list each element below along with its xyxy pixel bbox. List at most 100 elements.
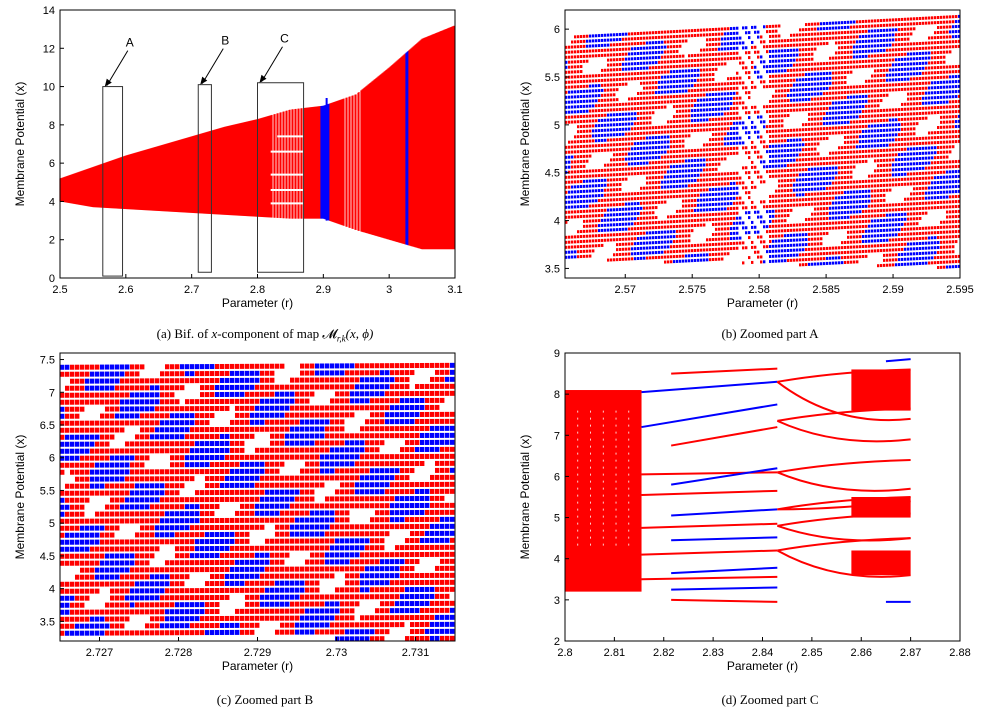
dot (865, 199, 868, 203)
dot (883, 78, 886, 82)
dot (592, 104, 595, 108)
dot (790, 203, 793, 207)
dot (784, 244, 787, 248)
dot (844, 240, 847, 244)
dot (601, 213, 604, 217)
dot (784, 89, 787, 93)
dot (823, 262, 826, 266)
dot (847, 45, 850, 49)
dot (571, 235, 574, 239)
dot (751, 180, 754, 184)
dot (808, 222, 811, 226)
dot (748, 131, 751, 135)
dot (736, 141, 739, 145)
dot (814, 112, 817, 116)
dot (775, 24, 778, 28)
dot (751, 135, 754, 139)
dot (868, 214, 871, 218)
dot (832, 121, 835, 125)
dot (655, 256, 658, 260)
dot (571, 120, 574, 124)
dot (628, 242, 631, 246)
dot (691, 224, 694, 228)
dot (817, 212, 820, 216)
dot (880, 199, 883, 203)
dot (874, 69, 877, 73)
dot (781, 229, 784, 233)
dot (664, 235, 667, 239)
dot (802, 68, 805, 72)
dot (598, 214, 601, 218)
y-tick-label: 8 (49, 120, 55, 132)
x-tick-label: 2.5 (52, 284, 67, 296)
dot (883, 213, 886, 217)
dot (763, 105, 766, 109)
dot (757, 220, 760, 224)
dot (811, 32, 814, 36)
dot (757, 245, 760, 249)
dot (754, 215, 757, 219)
dot (754, 255, 757, 259)
dot (805, 103, 808, 107)
dot (610, 43, 613, 47)
dot (598, 149, 601, 153)
dot (571, 85, 574, 89)
dot (751, 60, 754, 64)
dot (592, 44, 595, 48)
dot (793, 183, 796, 187)
dot (715, 157, 718, 161)
dot (868, 179, 871, 183)
dot (586, 79, 589, 83)
dot (781, 109, 784, 113)
dot (661, 145, 664, 149)
dot (625, 132, 628, 136)
dot (871, 99, 874, 103)
dot (763, 230, 766, 234)
dot (787, 204, 790, 208)
dot (676, 69, 679, 73)
dot (880, 154, 883, 158)
dot (862, 25, 865, 29)
dot (703, 123, 706, 127)
dot (691, 79, 694, 83)
dot (751, 50, 754, 54)
dot (853, 35, 856, 39)
dot (574, 95, 577, 99)
dot (745, 131, 748, 135)
dot (652, 231, 655, 235)
dot (709, 98, 712, 102)
dot (655, 86, 658, 90)
dot (814, 252, 817, 256)
dot (772, 154, 775, 158)
dot (622, 72, 625, 76)
dot (856, 235, 859, 239)
dot (724, 207, 727, 211)
dot (787, 139, 790, 143)
dot (850, 105, 853, 109)
dot (763, 70, 766, 74)
dot (754, 145, 757, 149)
dot (832, 91, 835, 95)
dot (778, 114, 781, 118)
dot (868, 234, 871, 238)
dot (853, 20, 856, 24)
dot (718, 252, 721, 256)
dot (883, 48, 886, 52)
dot (580, 235, 583, 239)
dot (631, 37, 634, 41)
dot (646, 241, 649, 245)
dot (733, 191, 736, 195)
dot (853, 125, 856, 129)
dot (784, 169, 787, 173)
dot (886, 58, 889, 62)
dot (754, 30, 757, 34)
dot (637, 52, 640, 56)
dot (781, 49, 784, 53)
dot (715, 212, 718, 216)
dot (721, 152, 724, 156)
dot (880, 124, 883, 128)
dot (646, 106, 649, 110)
dot (853, 215, 856, 219)
dot (703, 153, 706, 157)
dot (595, 124, 598, 128)
